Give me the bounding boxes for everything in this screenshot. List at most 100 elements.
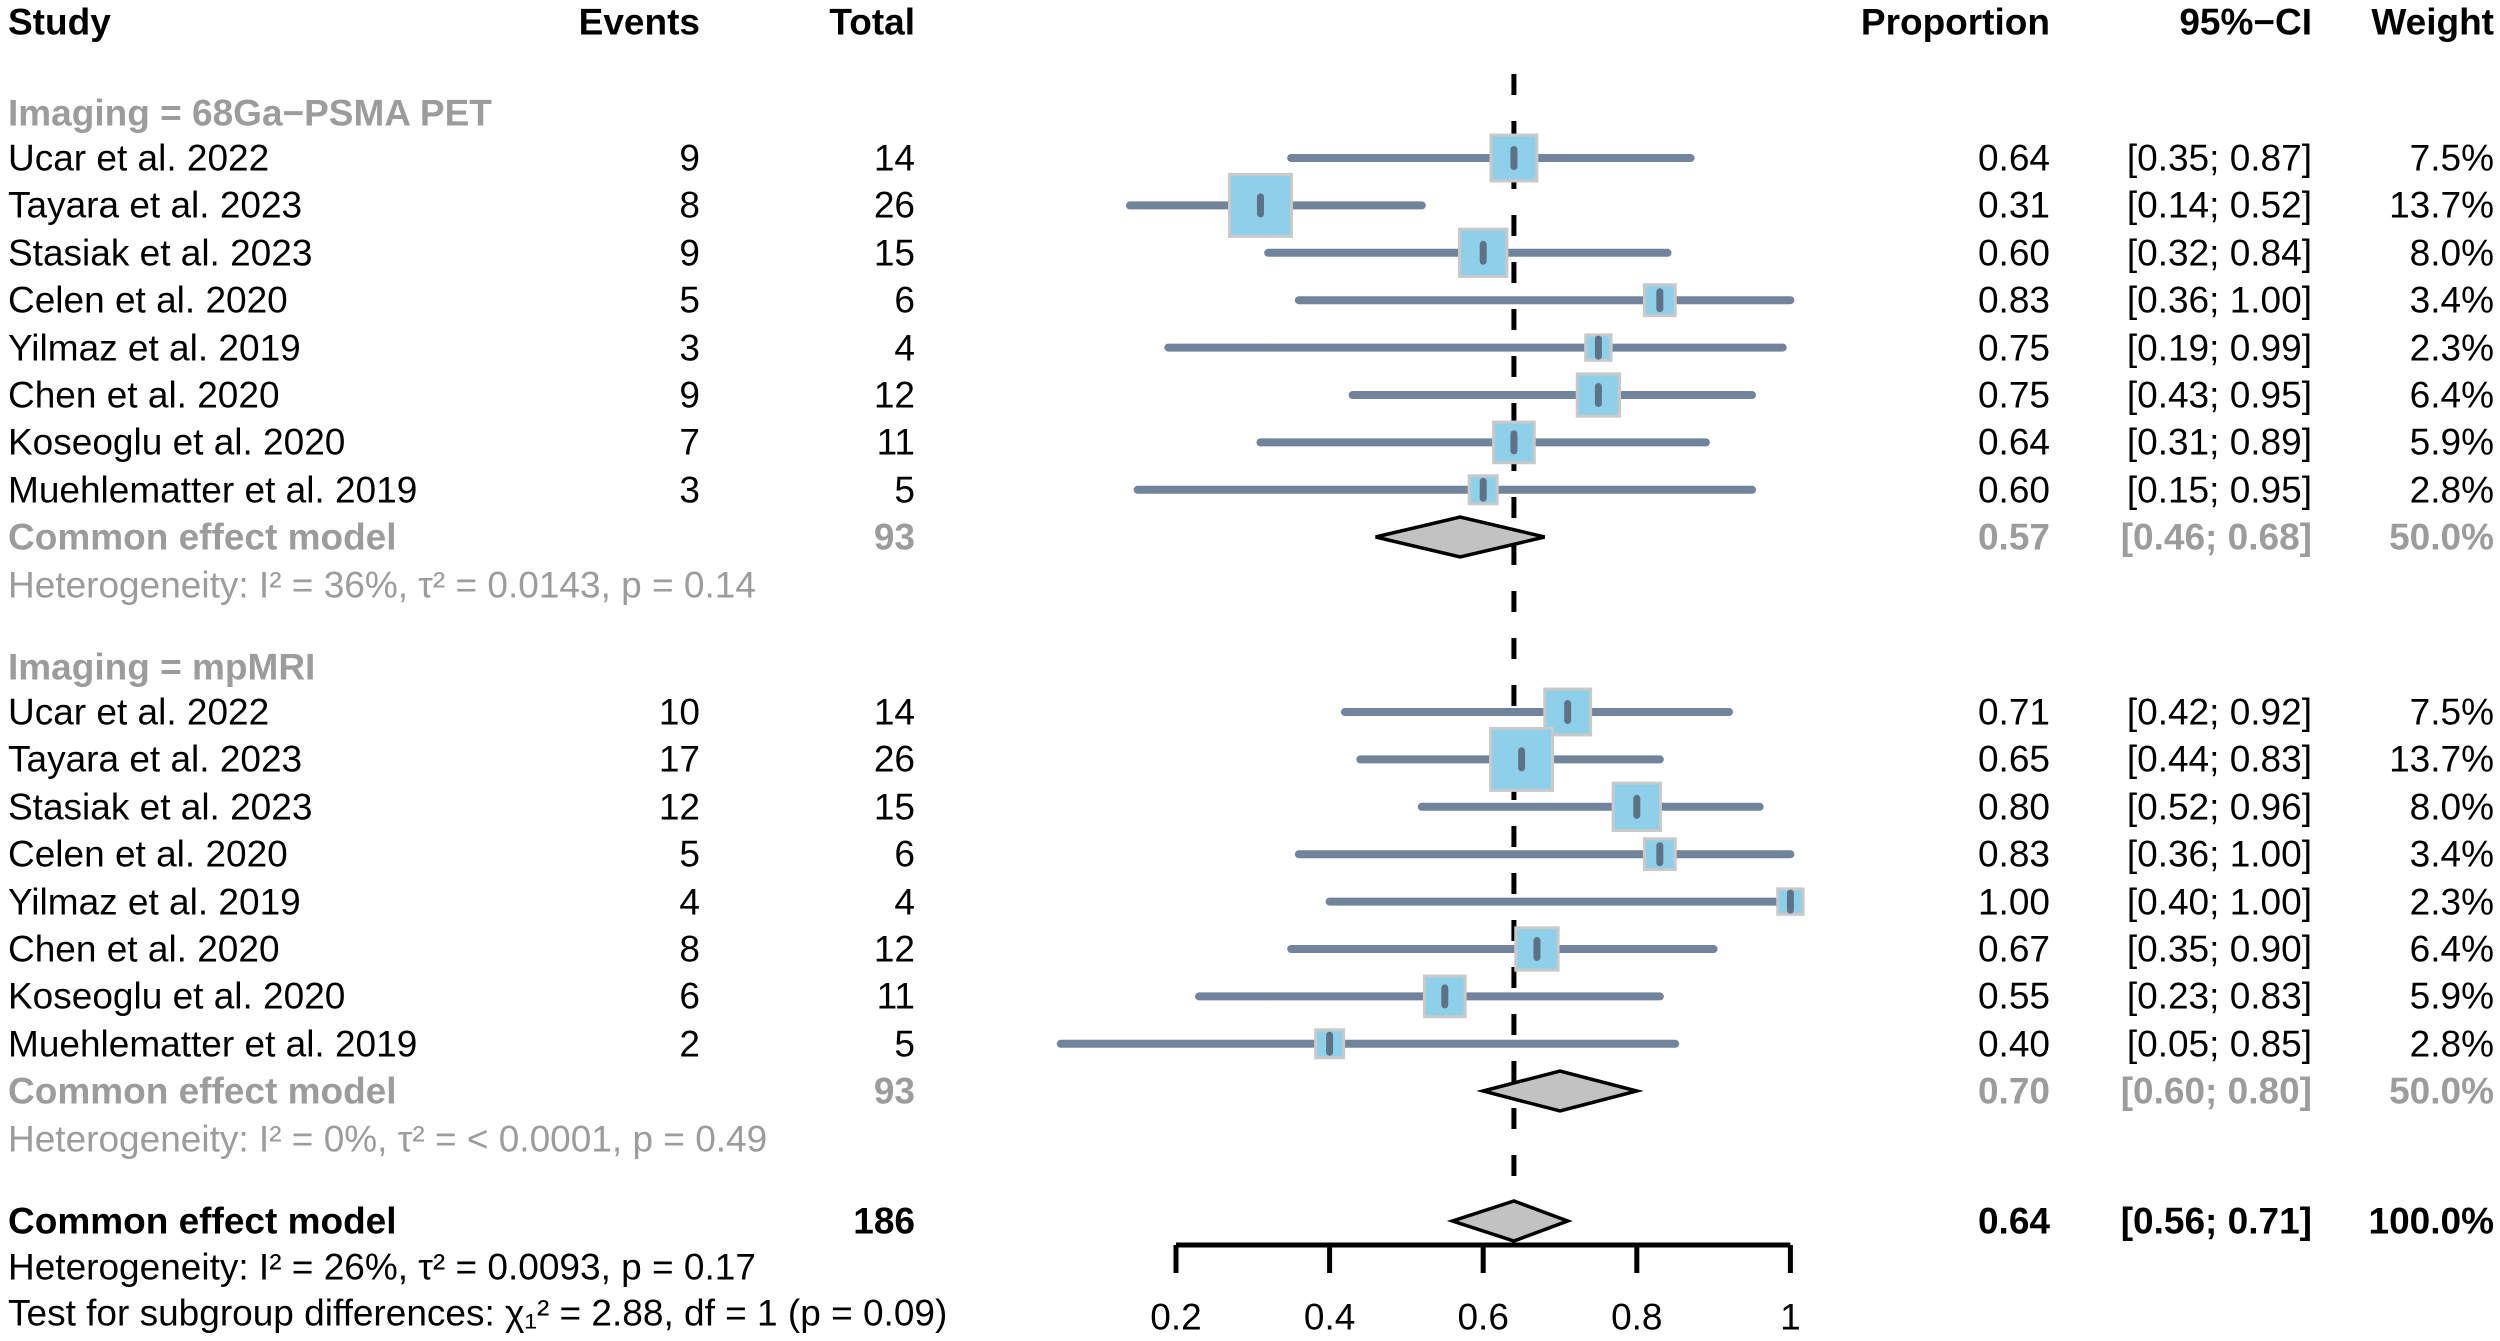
summary-ci: [0.60; 0.80] xyxy=(2120,1070,2312,1112)
study-ci: [0.31; 0.89] xyxy=(2126,421,2312,463)
heterogeneity-text: Heterogeneity: I² = 36%, τ² = 0.0143, p … xyxy=(8,564,756,606)
study-total: 12 xyxy=(873,374,915,416)
point-estimate-tick xyxy=(1518,747,1526,772)
study-name: Ucar et al. 2022 xyxy=(8,691,270,733)
study-name: Yilmaz et al. 2019 xyxy=(8,327,301,369)
effect-square xyxy=(1489,133,1539,183)
study-weight: 8.0% xyxy=(2409,232,2494,274)
point-estimate-tick xyxy=(1326,1031,1334,1056)
study-ci: [0.15; 0.95] xyxy=(2126,469,2312,511)
x-axis-tick-label: 0.2 xyxy=(1150,1296,1202,1338)
study-proportion: 1.00 xyxy=(1977,881,2050,923)
point-estimate-tick xyxy=(1594,335,1602,360)
subgroup-label: Imaging = 68Ga−PSMA PET xyxy=(8,92,492,134)
study-proportion: 0.83 xyxy=(1977,833,2050,875)
study-total: 6 xyxy=(894,833,915,875)
summary-label: Common effect model xyxy=(8,516,397,558)
study-total: 14 xyxy=(873,137,915,179)
study-total: 11 xyxy=(876,975,915,1017)
study-ci: [0.52; 0.96] xyxy=(2126,786,2312,828)
study-proportion: 0.75 xyxy=(1977,374,2050,416)
study-name: Koseoglu et al. 2020 xyxy=(8,421,346,463)
study-weight: 5.9% xyxy=(2409,421,2494,463)
study-total: 6 xyxy=(894,279,915,321)
study-name: Koseoglu et al. 2020 xyxy=(8,975,346,1017)
point-estimate-tick xyxy=(1479,477,1487,502)
study-ci: [0.43; 0.95] xyxy=(2126,374,2312,416)
study-total: 11 xyxy=(876,421,915,463)
study-weight: 6.4% xyxy=(2409,374,2494,416)
study-weight: 3.4% xyxy=(2409,833,2494,875)
study-ci: [0.32; 0.84] xyxy=(2126,232,2312,274)
study-proportion: 0.80 xyxy=(1977,786,2050,828)
x-axis-tick-label: 0.8 xyxy=(1611,1296,1663,1338)
summary-proportion: 0.57 xyxy=(1977,516,2050,558)
study-total: 4 xyxy=(894,881,915,923)
study-total: 5 xyxy=(894,469,915,511)
study-ci: [0.05; 0.85] xyxy=(2126,1023,2312,1065)
summary-ci: [0.46; 0.68] xyxy=(2120,516,2312,558)
study-events: 6 xyxy=(679,975,700,1017)
study-ci: [0.42; 0.92] xyxy=(2126,691,2312,733)
study-events: 8 xyxy=(679,184,700,226)
overall-label: Common effect model xyxy=(8,1200,397,1242)
overall-summary-diamond xyxy=(1446,1199,1573,1243)
study-weight: 13.7% xyxy=(2389,184,2494,226)
study-total: 15 xyxy=(873,232,915,274)
subgroup-label: Imaging = mpMRI xyxy=(8,646,316,688)
study-events: 3 xyxy=(679,327,700,369)
study-proportion: 0.60 xyxy=(1977,469,2050,511)
study-name: Stasiak et al. 2023 xyxy=(8,232,313,274)
study-events: 8 xyxy=(679,928,700,970)
study-events: 4 xyxy=(679,881,700,923)
point-estimate-tick xyxy=(1510,146,1518,170)
point-estimate-tick xyxy=(1594,383,1602,407)
col-header-ci: 95%−CI xyxy=(2179,1,2312,43)
x-axis-tick-label: 0.6 xyxy=(1457,1296,1509,1338)
summary-total: 93 xyxy=(873,516,915,558)
point-estimate-tick xyxy=(1441,984,1449,1009)
study-ci: [0.36; 1.00] xyxy=(2126,279,2312,321)
study-ci: [0.40; 1.00] xyxy=(2126,881,2312,923)
study-ci: [0.44; 0.83] xyxy=(2126,738,2312,780)
study-events: 17 xyxy=(658,738,700,780)
point-estimate-tick xyxy=(1786,889,1794,914)
study-proportion: 0.75 xyxy=(1977,327,2050,369)
study-name: Chen et al. 2020 xyxy=(8,374,280,416)
col-header-study: Study xyxy=(8,1,111,43)
study-events: 9 xyxy=(679,374,700,416)
study-events: 5 xyxy=(679,279,700,321)
study-name: Chen et al. 2020 xyxy=(8,928,280,970)
study-name: Yilmaz et al. 2019 xyxy=(8,881,301,923)
study-events: 3 xyxy=(679,469,700,511)
study-proportion: 0.55 xyxy=(1977,975,2050,1017)
overall-total: 186 xyxy=(853,1200,915,1242)
study-total: 12 xyxy=(873,928,915,970)
study-proportion: 0.67 xyxy=(1977,928,2050,970)
point-estimate-tick xyxy=(1564,700,1572,724)
subgroup-test-text: Test for subgroup differences: χ₁² = 2.8… xyxy=(8,1292,948,1334)
study-weight: 7.5% xyxy=(2409,137,2494,179)
study-ci: [0.19; 0.99] xyxy=(2126,327,2312,369)
study-weight: 2.8% xyxy=(2409,469,2494,511)
study-ci: [0.35; 0.87] xyxy=(2126,137,2312,179)
study-weight: 5.9% xyxy=(2409,975,2494,1017)
study-events: 9 xyxy=(679,232,700,274)
study-weight: 7.5% xyxy=(2409,691,2494,733)
col-header-weight: Weight xyxy=(2371,1,2494,43)
study-weight: 13.7% xyxy=(2389,738,2494,780)
study-total: 26 xyxy=(873,184,915,226)
heterogeneity-text: Heterogeneity: I² = 0%, τ² = < 0.0001, p… xyxy=(8,1118,768,1160)
overall-weight: 100.0% xyxy=(2368,1200,2495,1242)
study-ci: [0.36; 1.00] xyxy=(2126,833,2312,875)
study-weight: 3.4% xyxy=(2409,279,2494,321)
study-events: 5 xyxy=(679,833,700,875)
point-estimate-tick xyxy=(1479,240,1487,265)
study-total: 14 xyxy=(873,691,915,733)
point-estimate-tick xyxy=(1633,794,1641,819)
col-header-total: Total xyxy=(829,1,915,43)
study-name: Muehlematter et al. 2019 xyxy=(8,469,418,511)
study-total: 4 xyxy=(894,327,915,369)
